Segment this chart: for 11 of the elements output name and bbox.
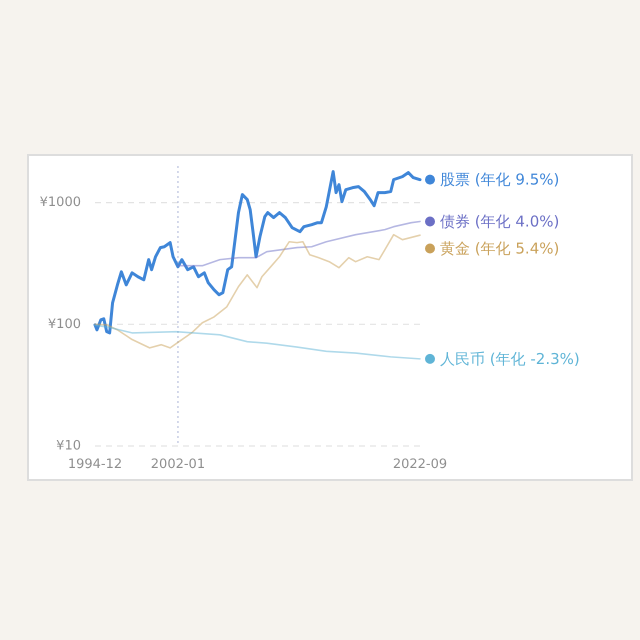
x-tick-label: 2022-09 bbox=[392, 457, 448, 472]
x-tick-label: 2002-01 bbox=[150, 457, 206, 472]
legend-label: 黄金 (年化 5.4%) bbox=[440, 239, 560, 258]
y-tick-label: ¥10 bbox=[56, 438, 81, 454]
x-tick-label: 1994-12 bbox=[68, 457, 122, 472]
legend-label: 债券 (年化 4.0%) bbox=[440, 212, 560, 230]
legend-label: 股票 (年化 9.5%) bbox=[440, 170, 560, 189]
y-tick-label: ¥1000 bbox=[40, 195, 81, 210]
y-tick-label: ¥100 bbox=[48, 316, 81, 332]
line-series bbox=[94, 170, 422, 334]
legend-label: 人民币 (年化 -2.3%) bbox=[440, 350, 580, 368]
